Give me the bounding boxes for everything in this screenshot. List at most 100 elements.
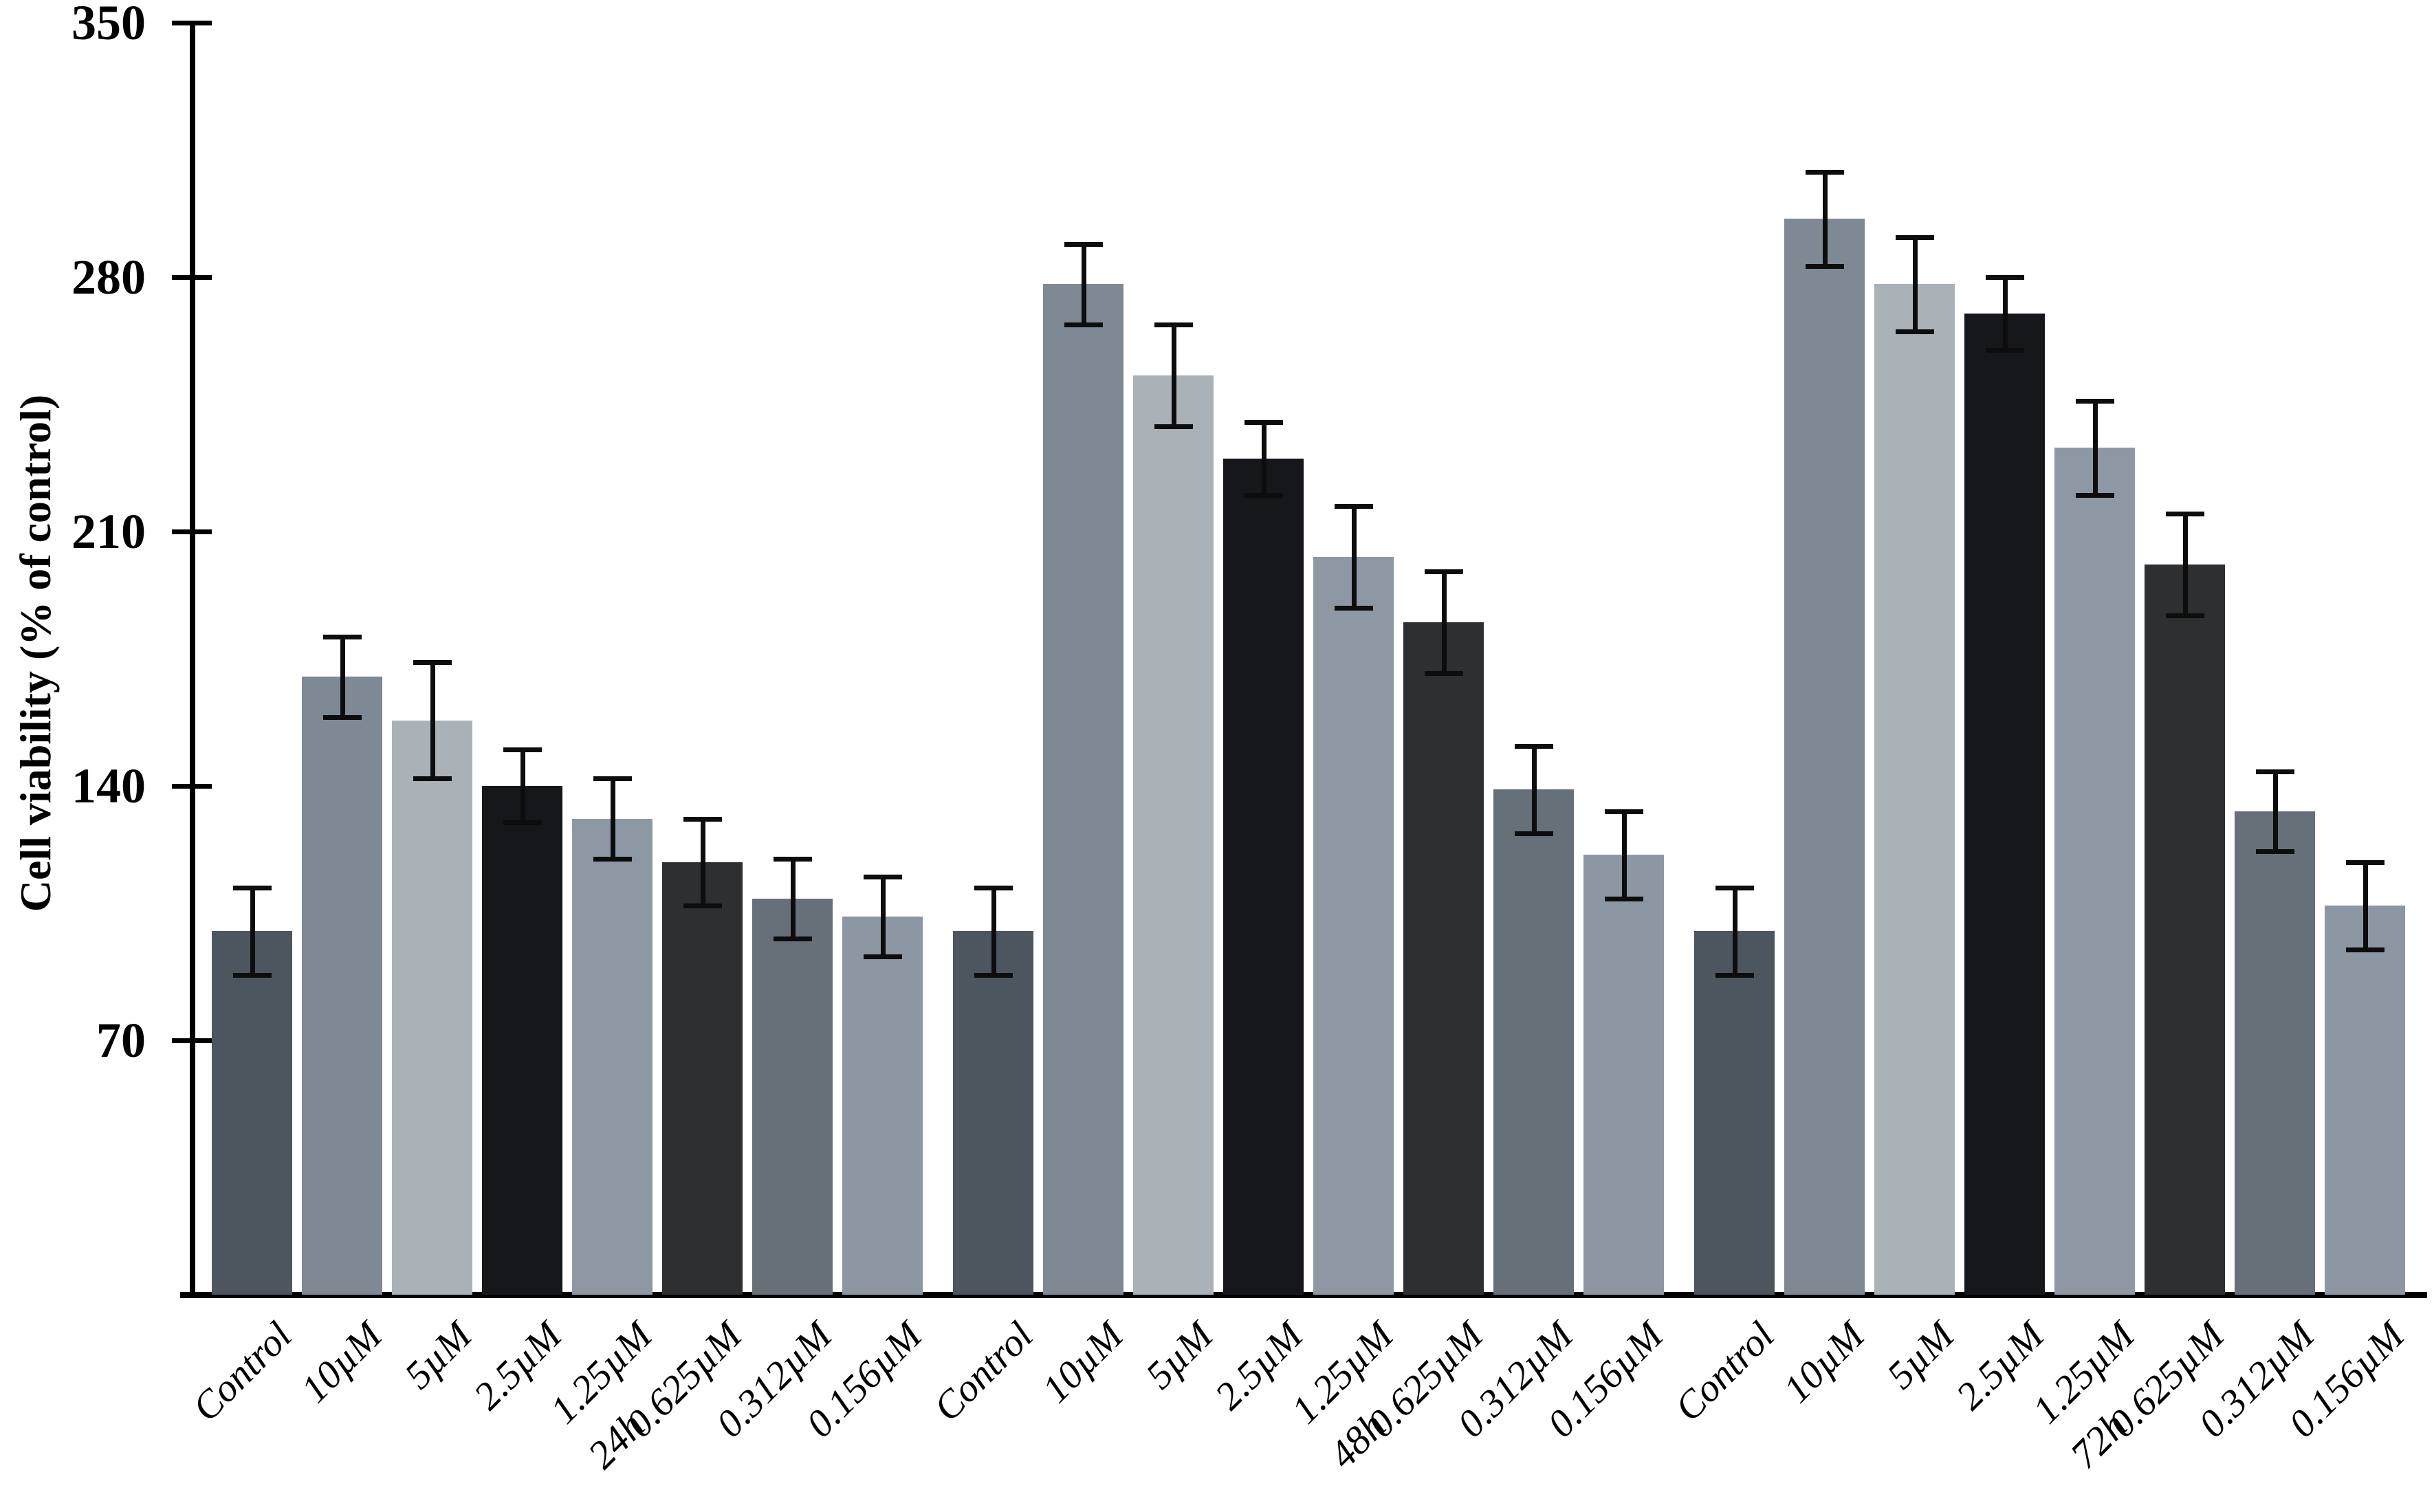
error-bar-cap-bottom-24h-0-156-m <box>864 954 902 960</box>
error-bar-cap-top-72h-10-m <box>1806 169 1844 175</box>
y-tick-mark-280 <box>172 274 212 280</box>
bar-48h-1-25-m <box>1313 556 1394 1295</box>
error-bar-cap-bottom-72h-10-m <box>1806 264 1844 270</box>
error-bar-cap-top-24h-1-25-m <box>593 776 632 782</box>
error-bar-24h-0-156-m <box>881 877 886 957</box>
bar-24h-10-m <box>302 677 382 1295</box>
error-bar-24h-0-625-m <box>701 818 705 906</box>
error-bar-48h-0-156-m <box>1622 811 1627 899</box>
bar-48h-control <box>953 931 1033 1295</box>
bar-72h-0-625-m <box>2145 564 2225 1295</box>
bar-48h-0-312-m <box>1493 789 1574 1295</box>
error-bar-cap-bottom-48h-5-m <box>1154 424 1193 429</box>
error-bar-cap-bottom-24h-10-m <box>323 714 362 720</box>
error-bar-cap-bottom-24h-1-25-m <box>593 856 632 862</box>
error-bar-cap-top-72h-2-5-m <box>1986 274 2024 280</box>
bar-48h-5-m <box>1133 375 1214 1295</box>
y-tick-label-70: 70 <box>96 1012 146 1068</box>
error-bar-24h-2-5-m <box>520 749 525 822</box>
error-bar-cap-top-48h-1-25-m <box>1335 503 1373 509</box>
error-bar-24h-10-m <box>340 637 345 717</box>
error-bar-cap-bottom-24h-0-625-m <box>683 903 722 909</box>
bar-48h-0-156-m <box>1583 855 1664 1295</box>
error-bar-cap-top-48h-0-156-m <box>1605 809 1643 814</box>
error-bar-48h-2-5-m <box>1262 422 1267 496</box>
error-bar-48h-0-625-m <box>1442 571 1447 674</box>
error-bar-cap-bottom-24h-5-m <box>413 776 452 782</box>
error-bar-72h-0-625-m <box>2183 513 2188 615</box>
error-bar-cap-top-72h-0-625-m <box>2166 511 2204 516</box>
bar-72h-10-m <box>1784 219 1865 1295</box>
error-bar-72h-5-m <box>1913 237 1918 332</box>
error-bar-cap-top-48h-0-625-m <box>1425 569 1463 575</box>
y-tick-label-140: 140 <box>72 758 146 813</box>
bar-24h-0-312-m <box>752 898 833 1295</box>
error-bar-24h-5-m <box>430 662 435 779</box>
error-bar-cap-top-48h-5-m <box>1154 322 1193 327</box>
error-bar-48h-5-m <box>1172 324 1176 426</box>
error-bar-cap-bottom-48h-control <box>974 972 1013 978</box>
bar-72h-0-312-m <box>2235 811 2315 1295</box>
error-bar-cap-bottom-48h-10-m <box>1064 322 1103 327</box>
x-tick-label: Control <box>184 1313 300 1430</box>
error-bar-cap-bottom-72h-2-5-m <box>1986 347 2024 353</box>
x-tick-label: 10µM <box>1775 1313 1873 1412</box>
error-bar-cap-top-24h-0-156-m <box>864 875 902 880</box>
error-bar-cap-top-48h-0-312-m <box>1515 743 1553 749</box>
error-bar-cap-bottom-24h-control <box>233 972 272 978</box>
x-axis-line <box>180 1292 2427 1298</box>
y-tick-label-350: 350 <box>72 0 146 50</box>
bar-24h-5-m <box>392 720 472 1295</box>
bar-48h-10-m <box>1043 284 1123 1295</box>
error-bar-cap-top-24h-control <box>233 885 272 890</box>
error-bar-cap-top-72h-0-312-m <box>2256 769 2294 774</box>
error-bar-cap-bottom-48h-0-312-m <box>1515 831 1553 836</box>
error-bar-48h-10-m <box>1082 244 1086 325</box>
error-bar-cap-top-72h-1-25-m <box>2076 398 2114 404</box>
x-tick-label: 10µM <box>292 1313 391 1412</box>
bar-24h-control <box>212 931 292 1295</box>
y-tick-mark-350 <box>172 20 212 25</box>
error-bar-cap-top-48h-2-5-m <box>1245 420 1283 426</box>
error-bar-48h-1-25-m <box>1352 505 1357 608</box>
error-bar-cap-bottom-48h-1-25-m <box>1335 605 1373 611</box>
error-bar-cap-top-24h-10-m <box>323 635 362 640</box>
bar-72h-1-25-m <box>2054 448 2135 1295</box>
error-bar-72h-1-25-m <box>2093 400 2098 496</box>
bar-48h-2-5-m <box>1223 459 1304 1295</box>
bar-24h-0-156-m <box>842 917 923 1295</box>
error-bar-cap-bottom-72h-5-m <box>1896 329 1934 335</box>
error-bar-cap-bottom-72h-0-312-m <box>2256 849 2294 855</box>
error-bar-cap-bottom-72h-0-156-m <box>2346 947 2384 952</box>
error-bar-24h-control <box>250 887 255 975</box>
x-tick-label: 10µM <box>1033 1313 1132 1412</box>
error-bar-cap-top-24h-5-m <box>413 660 452 666</box>
error-bar-72h-control <box>1733 887 1737 975</box>
bar-24h-0-625-m <box>662 862 743 1295</box>
error-bar-48h-control <box>991 887 996 975</box>
bar-72h-5-m <box>1874 284 1955 1295</box>
error-bar-cap-top-48h-10-m <box>1064 242 1103 248</box>
error-bar-cap-bottom-24h-2-5-m <box>503 820 542 825</box>
y-tick-label-280: 280 <box>72 249 146 305</box>
error-bar-72h-10-m <box>1823 171 1828 267</box>
error-bar-cap-top-24h-2-5-m <box>503 747 542 753</box>
y-axis-line <box>190 21 195 1297</box>
x-tick-label: Control <box>1666 1313 1783 1430</box>
y-axis-title: Cell viability (% of control) <box>11 394 60 912</box>
y-tick-mark-70 <box>172 1038 212 1043</box>
error-bar-cap-bottom-48h-0-625-m <box>1425 671 1463 677</box>
error-bar-cap-top-48h-control <box>974 885 1013 890</box>
error-bar-cap-bottom-72h-0-625-m <box>2166 613 2204 618</box>
error-bar-cap-top-72h-5-m <box>1896 234 1934 240</box>
y-tick-mark-140 <box>172 783 212 789</box>
y-tick-mark-210 <box>172 529 212 534</box>
bar-72h-2-5-m <box>1964 313 2045 1295</box>
error-bar-cap-top-24h-0-625-m <box>683 816 722 822</box>
error-bar-cap-top-72h-0-156-m <box>2346 859 2384 865</box>
error-bar-cap-bottom-48h-2-5-m <box>1245 493 1283 498</box>
bar-48h-0-625-m <box>1403 622 1484 1295</box>
bar-72h-0-156-m <box>2325 906 2405 1295</box>
error-bar-72h-0-312-m <box>2273 771 2278 852</box>
